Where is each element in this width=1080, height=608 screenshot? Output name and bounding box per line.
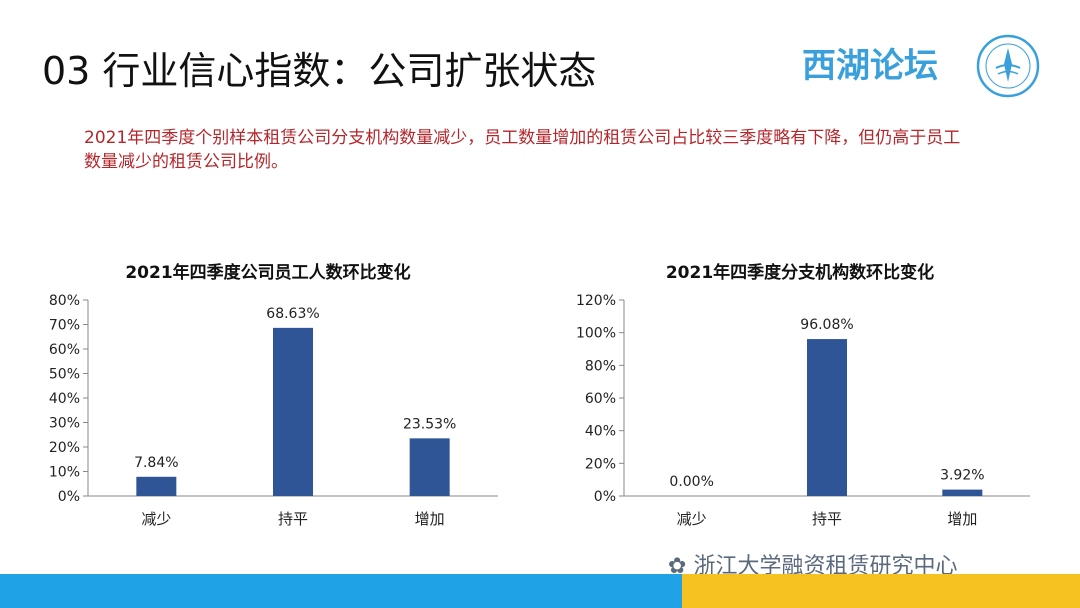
y-tick-label: 60% [49, 342, 80, 358]
data-label: 0.00% [669, 474, 713, 490]
y-tick-label: 0% [58, 489, 80, 505]
y-tick-label: 40% [585, 424, 616, 440]
x-tick-label: 减少 [141, 510, 171, 528]
page-title: 03 行业信心指数：公司扩张状态 [42, 49, 597, 93]
bar [273, 327, 313, 496]
bar [942, 489, 983, 496]
y-tick-label: 20% [49, 440, 80, 456]
y-tick-label: 10% [49, 465, 80, 481]
wechat-icon: ✿ [668, 554, 694, 579]
seal-logo-icon [976, 34, 1040, 98]
data-label: 3.92% [940, 468, 984, 484]
chart-svg: 0% 10% 20% 30% 40% 50% 60% 70% 80% 7.84% 减少 68.63% 持… [49, 293, 498, 528]
chart-title: 2021年四季度分支机构数环比变化 [665, 263, 935, 283]
x-tick-label: 增加 [415, 510, 445, 528]
y-tick-label: 0% [594, 489, 616, 505]
description-text: 2021年四季度个别样本租赁公司分支机构数量减少，员工数量增加的租赁公司占比较三… [84, 128, 961, 172]
y-tick-label: 50% [49, 367, 80, 383]
chart-branch-change: 2021年四季度分支机构数环比变化 0% 20% 40% 60% 80% 100% 120%… [560, 250, 1040, 550]
bar [807, 339, 847, 496]
footer-bar-blue [0, 574, 682, 608]
x-tick-label: 减少 [677, 510, 707, 528]
y-tick-label: 80% [49, 293, 80, 309]
chart-title: 2021年四季度公司员工人数环比变化 [125, 263, 411, 283]
y-tick-label: 100% [576, 326, 616, 342]
bar [409, 438, 450, 496]
logo-text: 西湖论坛 [802, 46, 938, 86]
data-label: 7.84% [134, 455, 178, 471]
y-tick-label: 70% [49, 318, 80, 334]
bar [136, 476, 177, 496]
chart-svg: 0% 20% 40% 60% 80% 100% 120% 0.00% 减少 96.08% 持平 3.9… [576, 293, 1030, 528]
y-tick-label: 20% [585, 456, 616, 472]
y-tick-label: 30% [49, 416, 80, 432]
x-tick-label: 持平 [278, 510, 308, 528]
data-label: 23.53% [403, 416, 456, 432]
y-tick-label: 60% [585, 391, 616, 407]
data-label: 96.08% [800, 317, 853, 333]
chart-employee-change: 2021年四季度公司员工人数环比变化 0% 10% 20% 30% 40% 50% 60% 7… [28, 250, 508, 550]
y-tick-label: 120% [576, 293, 616, 309]
x-tick-label: 持平 [812, 510, 842, 528]
x-tick-label: 增加 [947, 510, 977, 528]
y-tick-label: 40% [49, 391, 80, 407]
data-label: 68.63% [266, 306, 319, 322]
y-tick-label: 80% [585, 358, 616, 374]
footer-bar-yellow [682, 574, 1080, 608]
